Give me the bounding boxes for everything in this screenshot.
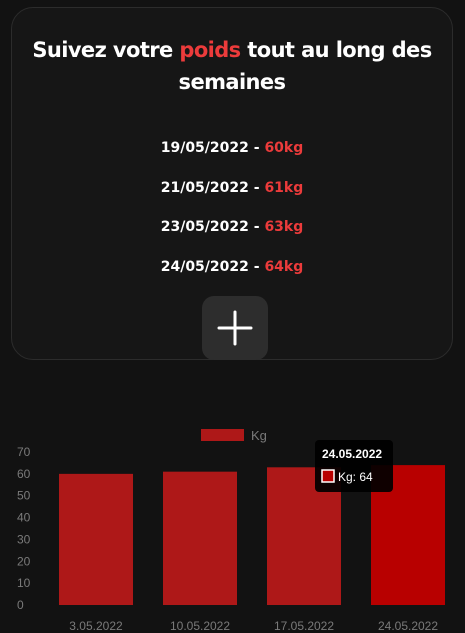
weight-card: Suivez votre poids tout au long des sema… [11, 7, 453, 360]
entry-date: 24/05/2022 [160, 258, 249, 275]
bar-10.05.2022[interactable] [163, 471, 237, 605]
weight-chart: 0 10 20 30 40 50 60 70 3.05.2022 10.05.2022 17.05.… [17, 428, 445, 633]
entry-separator: - [248, 179, 265, 196]
entry-separator: - [248, 140, 265, 156]
page-title: Suivez votre poids tout au long des sema… [12, 34, 452, 98]
title-start: Suivez votre [32, 38, 180, 62]
y-tick-label: 60 [17, 467, 31, 481]
plus-icon [217, 310, 253, 346]
tooltip-label: Kg: 64 [338, 470, 373, 484]
weight-entry: 24/05/2022 - 64kg [12, 255, 452, 295]
y-tick-label: 10 [17, 576, 31, 590]
weight-entry: 21/05/2022 - 61kg [12, 176, 452, 216]
entry-weight: 61kg [264, 179, 304, 196]
weight-entry-list: 19/05/2022 - 60kg 21/05/2022 - 61kg 23/0… [12, 136, 452, 294]
y-tick-label: 50 [17, 489, 31, 503]
tooltip-swatch [321, 469, 335, 483]
y-tick-label: 30 [17, 532, 31, 546]
tooltip-title: 24.05.2022 [322, 447, 382, 461]
y-tick-label: 20 [17, 554, 31, 568]
y-tick-label: 0 [17, 598, 24, 612]
title-end: tout au long des semaines [178, 38, 433, 94]
x-tick-label: 10.05.2022 [170, 619, 230, 633]
x-tick-label: 24.05.2022 [378, 619, 438, 633]
x-tick-label: 3.05.2022 [69, 619, 123, 633]
entry-date: 21/05/2022 [160, 179, 249, 196]
x-tick-label: 17.05.2022 [274, 619, 334, 633]
add-entry-button[interactable] [202, 296, 268, 360]
entry-separator: - [248, 258, 265, 275]
entry-weight: 64kg [264, 258, 304, 275]
entry-date: 23/05/2022 [160, 219, 249, 236]
weight-entry: 19/05/2022 - 60kg [12, 136, 452, 176]
entry-date: 19/05/2022 [160, 140, 249, 156]
y-tick-label: 70 [17, 445, 31, 459]
entry-separator: - [248, 219, 265, 236]
weight-entry: 23/05/2022 - 63kg [12, 215, 452, 255]
entry-weight: 63kg [264, 219, 304, 236]
legend-swatch[interactable] [201, 429, 244, 441]
title-accent: poids [179, 38, 241, 62]
bar-3.05.2022[interactable] [59, 473, 133, 605]
y-tick-label: 40 [17, 511, 31, 525]
entry-weight: 60kg [264, 140, 304, 156]
legend-label[interactable]: Kg [251, 428, 267, 443]
